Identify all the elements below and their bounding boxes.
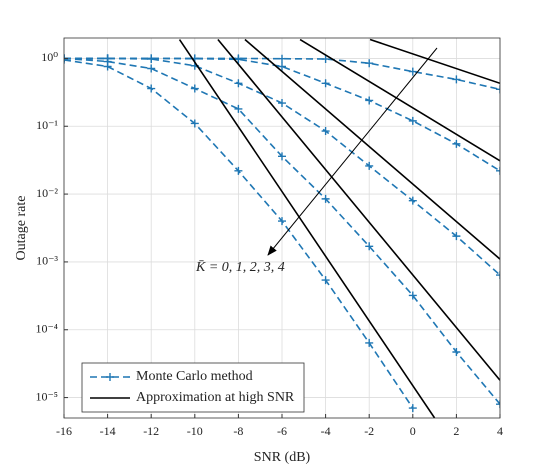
marker bbox=[452, 139, 461, 148]
x-tick-label: -6 bbox=[277, 424, 287, 438]
marker bbox=[321, 127, 330, 136]
marker bbox=[103, 54, 112, 63]
marker bbox=[365, 96, 374, 105]
x-tick-label: -2 bbox=[364, 424, 374, 438]
marker bbox=[365, 59, 374, 68]
annotation: K̄ = 0, 1, 2, 3, 4 bbox=[195, 260, 285, 275]
curves bbox=[64, 38, 500, 418]
marker bbox=[452, 75, 461, 84]
line bbox=[369, 38, 500, 85]
line bbox=[217, 39, 500, 381]
legend-label: Approximation at high SNR bbox=[136, 390, 295, 405]
ticks: -16 -14 -12 -10 -8 -6 -4 -2 0 2 4 10⁻⁵ 10⁻⁴ 10⁻³ 10⁻² 1… bbox=[35, 50, 503, 438]
marker bbox=[147, 64, 156, 73]
marker bbox=[496, 271, 500, 280]
marker bbox=[321, 55, 330, 64]
marker bbox=[278, 217, 286, 226]
x-tick-label: 0 bbox=[410, 424, 416, 438]
marker bbox=[278, 99, 286, 108]
x-tick-label: 2 bbox=[453, 424, 459, 438]
marker bbox=[408, 404, 417, 413]
marker bbox=[365, 242, 374, 251]
x-tick-label: -4 bbox=[321, 424, 331, 438]
line bbox=[178, 39, 436, 418]
marker bbox=[278, 54, 286, 63]
y-tick-label: 10⁰ bbox=[41, 50, 58, 64]
marker bbox=[321, 194, 330, 203]
marker bbox=[190, 84, 199, 93]
marker bbox=[408, 116, 417, 125]
marker bbox=[408, 291, 417, 300]
y-axis-label: Outage rate bbox=[14, 196, 29, 261]
legend-label: Monte Carlo method bbox=[136, 369, 253, 384]
marker bbox=[234, 104, 243, 113]
x-tick-label: 4 bbox=[497, 424, 503, 438]
legend-marker bbox=[106, 373, 114, 381]
line bbox=[244, 38, 500, 260]
marker bbox=[408, 196, 417, 205]
marker bbox=[321, 79, 330, 88]
marker bbox=[452, 347, 461, 356]
line bbox=[64, 57, 500, 91]
marker bbox=[278, 62, 286, 71]
y-tick-label: 10⁻³ bbox=[36, 254, 58, 268]
line bbox=[299, 38, 500, 162]
y-tick-label: 10⁻¹ bbox=[36, 118, 58, 132]
x-axis-label: SNR (dB) bbox=[254, 450, 311, 465]
marker bbox=[278, 152, 286, 161]
legend: Monte Carlo method Approximation at high … bbox=[81, 362, 305, 413]
y-tick-label: 10⁻⁵ bbox=[35, 389, 58, 403]
marker bbox=[234, 54, 243, 63]
x-tick-label: -12 bbox=[143, 424, 159, 438]
marker bbox=[496, 166, 500, 175]
marker bbox=[365, 161, 374, 170]
marker bbox=[365, 338, 374, 347]
y-tick-label: 10⁻² bbox=[36, 186, 58, 200]
marker bbox=[234, 79, 243, 88]
marker bbox=[452, 232, 461, 241]
marker bbox=[147, 84, 156, 93]
marker bbox=[496, 400, 500, 409]
marker bbox=[190, 119, 199, 128]
marker bbox=[321, 276, 330, 285]
x-tick-label: -10 bbox=[187, 424, 203, 438]
legend-box bbox=[81, 362, 305, 413]
marker bbox=[64, 55, 68, 64]
y-tick-label: 10⁻⁴ bbox=[35, 321, 58, 335]
marker bbox=[408, 67, 417, 76]
x-tick-label: -8 bbox=[233, 424, 243, 438]
marker bbox=[496, 85, 500, 94]
annotation-arrow bbox=[267, 47, 438, 256]
marker bbox=[147, 54, 156, 63]
x-tick-label: -16 bbox=[56, 424, 72, 438]
marker bbox=[234, 166, 243, 175]
x-tick-label: -14 bbox=[100, 424, 116, 438]
